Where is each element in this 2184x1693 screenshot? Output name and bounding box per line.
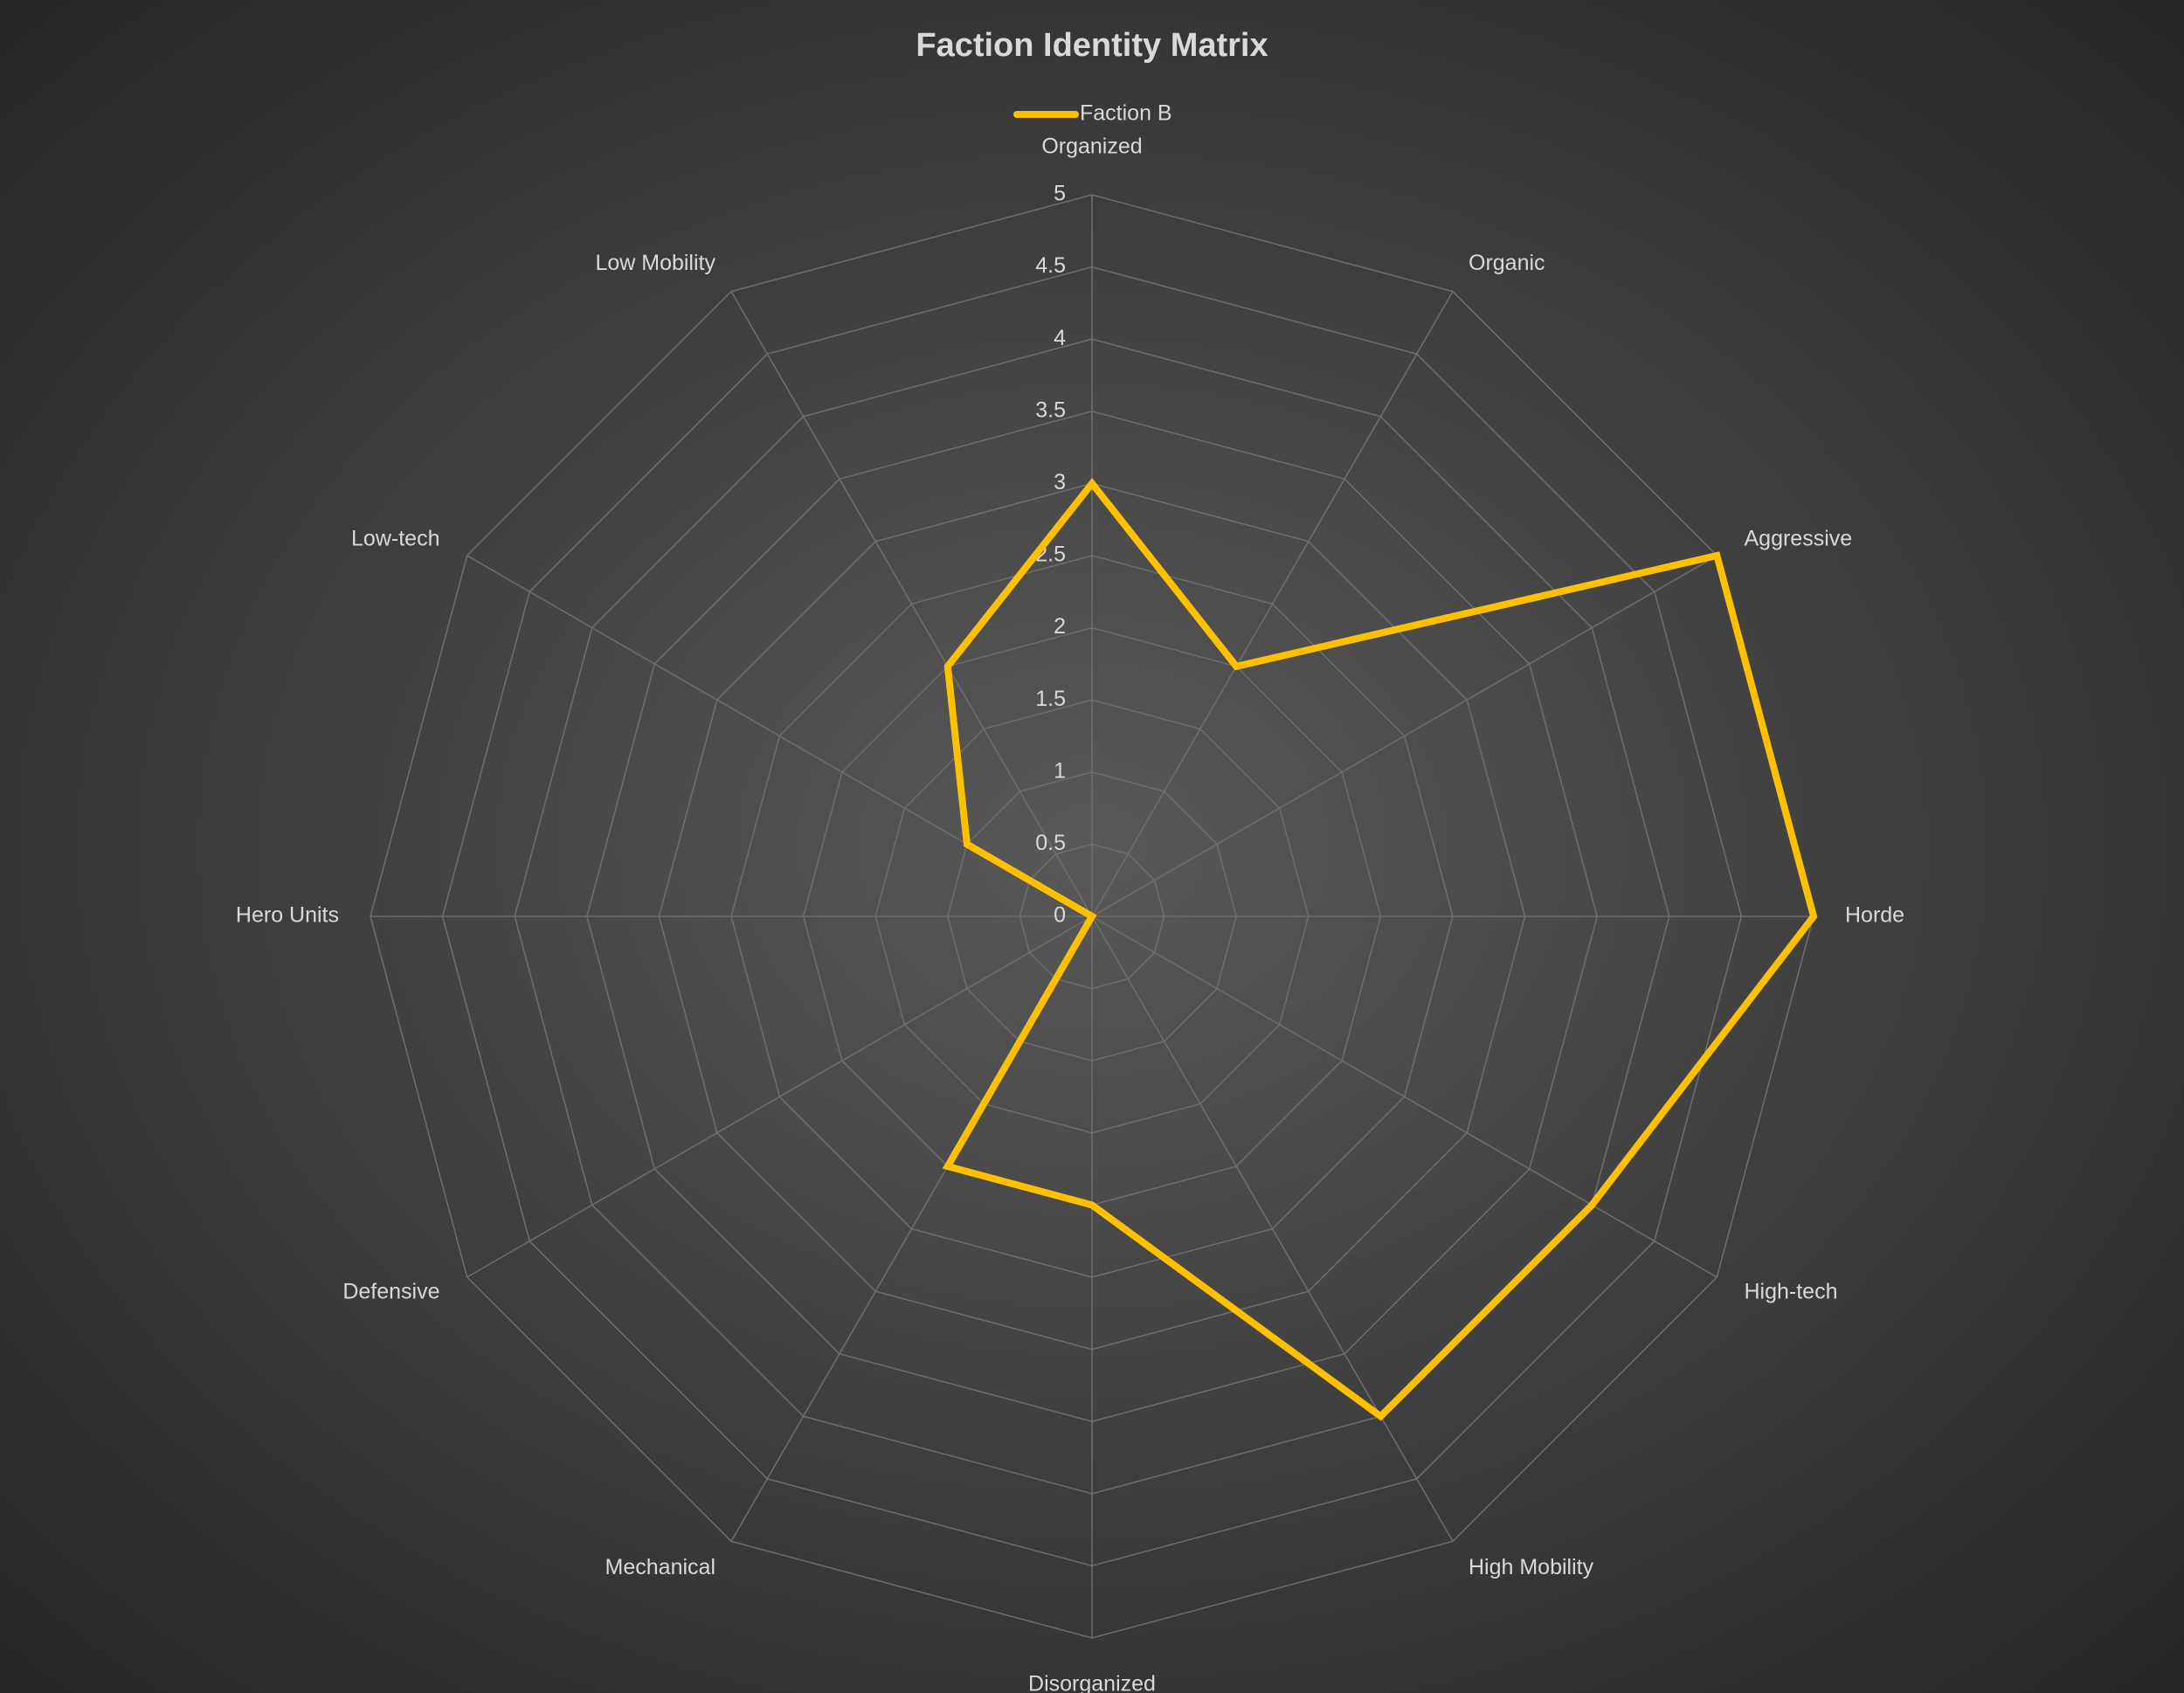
category-label: Defensive: [342, 1280, 439, 1304]
spoke: [1091, 916, 1454, 1542]
r-tick-label: 2: [1054, 614, 1066, 639]
spoke: [1091, 555, 1717, 917]
r-tick-label: 1: [1054, 758, 1066, 783]
category-label: Mechanical: [605, 1555, 715, 1579]
category-label: Aggressive: [1745, 527, 1853, 551]
r-tick-label: 4: [1054, 326, 1066, 350]
r-tick-label: 4.5: [1035, 253, 1066, 278]
series-line: [942, 477, 1818, 1421]
r-tick-label: 0.5: [1035, 831, 1066, 855]
r-tick-label: 5: [1054, 182, 1066, 206]
r-tick-label: 0: [1054, 903, 1066, 928]
category-label: Organic: [1469, 251, 1545, 275]
chart-title: Faction Identity Matrix: [916, 27, 1268, 64]
spoke: [1091, 916, 1717, 1278]
spoke: [730, 291, 1093, 917]
category-label: Organized: [1041, 135, 1142, 159]
category-label: Hero Units: [236, 903, 339, 928]
r-tick-label: 3.5: [1035, 397, 1066, 422]
legend-label: Faction B: [1080, 101, 1172, 126]
spoke: [467, 916, 1093, 1278]
r-tick-label: 3: [1054, 470, 1066, 494]
category-label: High-tech: [1745, 1280, 1838, 1304]
spoke: [1091, 291, 1454, 917]
r-tick-label: 1.5: [1035, 687, 1066, 711]
category-label: Low-tech: [351, 527, 439, 551]
category-label: Disorganized: [1028, 1672, 1156, 1693]
category-label: Horde: [1845, 903, 1904, 928]
category-label: High Mobility: [1469, 1555, 1594, 1579]
category-label: Low Mobility: [595, 251, 715, 275]
